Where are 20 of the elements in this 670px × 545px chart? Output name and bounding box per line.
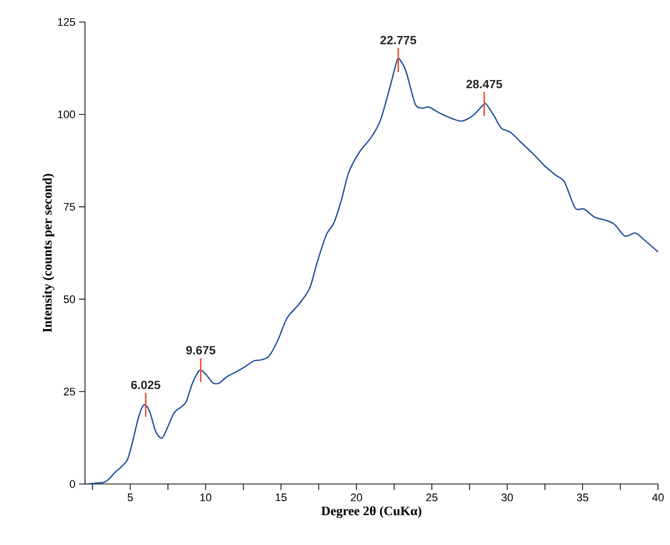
x-axis-title: Degree 2θ (CuKα) — [321, 506, 422, 518]
x-tick-label: 5 — [128, 494, 133, 502]
x-tick-label: 15 — [276, 494, 287, 502]
annotation: 22.775 — [380, 36, 416, 44]
x-tick-label: 10 — [200, 494, 212, 502]
x-tick-label: 30 — [502, 494, 513, 502]
y-tick-label: 25 — [64, 388, 76, 396]
y-tick-label: 75 — [64, 202, 76, 211]
x-tick-label: 25 — [426, 494, 438, 502]
y-axis-title: Intensity (counts per second) — [42, 174, 54, 332]
annotation: 28.475 — [466, 80, 502, 88]
x-tick-label: 40 — [652, 494, 664, 502]
annotation: 9.675 — [186, 346, 216, 354]
y-tick-label: 100 — [58, 110, 76, 118]
x-tick-label: 35 — [576, 494, 588, 502]
annotation: 6.025 — [131, 380, 160, 390]
x-tick-label: 20 — [350, 494, 362, 502]
y-tick-label: 50 — [64, 295, 76, 304]
y-tick-label: 125 — [58, 18, 76, 26]
y-tick-label: 0 — [70, 480, 76, 488]
